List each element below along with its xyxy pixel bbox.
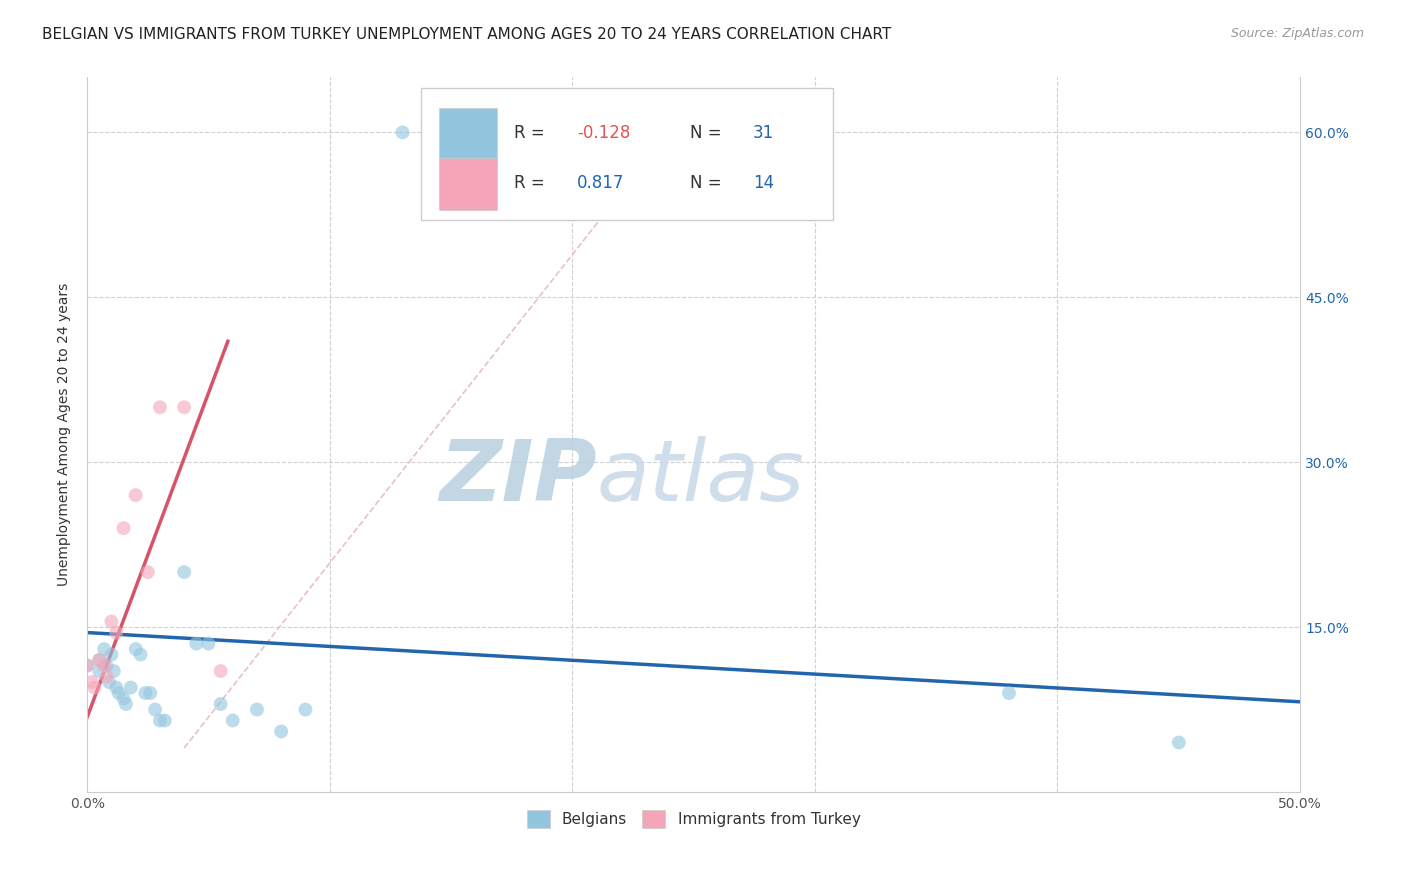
Point [153,714,176,728]
Point [80,675,103,690]
Point [105,681,128,695]
Point [149,401,172,415]
Text: N =: N = [690,174,727,192]
Point [76,658,98,673]
Legend: Belgians, Immigrants from Turkey: Belgians, Immigrants from Turkey [520,804,866,834]
Point [173,565,195,579]
FancyBboxPatch shape [439,108,498,160]
Text: 0.817: 0.817 [578,174,624,192]
Point [89,664,111,678]
Point [209,697,232,711]
Point [209,664,232,678]
Point [246,702,269,716]
Point [998,686,1021,700]
FancyBboxPatch shape [420,88,834,220]
Point [134,686,156,700]
Point [222,714,245,728]
Point [120,681,142,695]
Text: atlas: atlas [596,436,804,519]
Point [96,669,118,683]
Point [129,648,152,662]
Point [270,724,292,739]
Point [294,702,316,716]
Y-axis label: Unemployment Among Ages 20 to 24 years: Unemployment Among Ages 20 to 24 years [58,283,72,586]
Point [124,642,146,657]
Point [186,636,208,650]
Point [124,488,146,502]
Point [98,675,121,690]
Point [149,714,172,728]
Point [139,686,162,700]
Text: BELGIAN VS IMMIGRANTS FROM TURKEY UNEMPLOYMENT AMONG AGES 20 TO 24 YEARS CORRELA: BELGIAN VS IMMIGRANTS FROM TURKEY UNEMPL… [42,27,891,42]
Point [136,565,159,579]
Point [197,636,219,650]
Point [96,658,118,673]
Point [115,697,138,711]
Point [83,681,105,695]
Point [89,653,111,667]
Point [112,691,135,706]
FancyBboxPatch shape [439,158,498,210]
Text: 14: 14 [754,174,775,192]
Point [391,125,413,139]
Point [107,686,129,700]
Point [143,702,166,716]
Point [103,664,125,678]
Point [112,521,135,535]
Point [100,615,122,629]
Point [93,658,115,673]
Point [173,401,195,415]
Point [89,653,111,667]
Text: Source: ZipAtlas.com: Source: ZipAtlas.com [1230,27,1364,40]
Text: N =: N = [690,124,727,142]
Text: -0.128: -0.128 [578,124,630,142]
Text: ZIP: ZIP [439,436,596,519]
Point [100,648,122,662]
Point [76,658,98,673]
Point [1167,735,1189,749]
Point [93,642,115,657]
Text: R =: R = [515,124,550,142]
Text: R =: R = [515,174,550,192]
Point [105,625,128,640]
Text: 31: 31 [754,124,775,142]
